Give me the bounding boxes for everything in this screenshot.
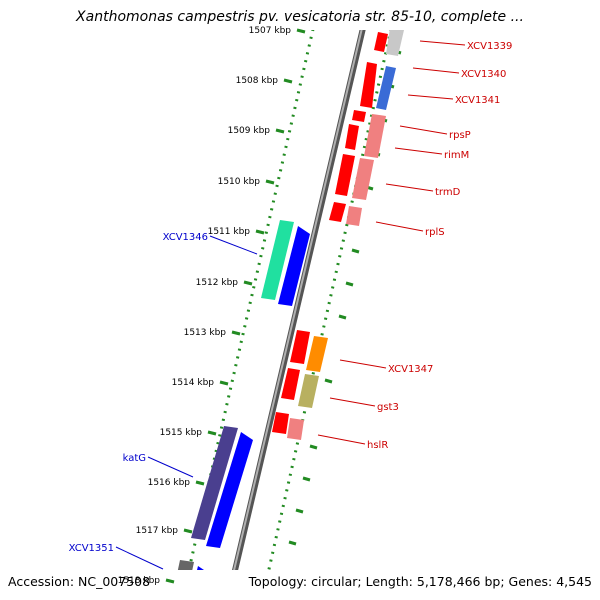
gene-xcv1351[interactable] (190, 566, 210, 600)
kbp-tick-mark (283, 78, 293, 84)
gene-rplS[interactable] (329, 202, 346, 222)
gene-callout-line (385, 183, 434, 192)
kbp-tick-mark (255, 229, 265, 235)
kbp-tick-label: 1517 kbp (136, 526, 179, 536)
gene-callout-line (407, 94, 454, 100)
gene-katG[interactable] (206, 432, 253, 548)
gene-gst3[interactable] (281, 368, 300, 400)
gene-label[interactable]: XCV1346 (163, 232, 208, 243)
gene-callout-line (147, 456, 194, 478)
gene-trmD[interactable] (352, 158, 374, 200)
gene-callout-line (317, 434, 366, 445)
gene-callout-line (329, 397, 376, 407)
gene-hslR-rna (287, 418, 304, 440)
kbp-tick-mark (243, 280, 253, 286)
gene-xcv1347-cds (306, 336, 328, 372)
kbp-tick-label: 1508 kbp (236, 76, 279, 86)
kbp-tick-label: 1510 kbp (218, 177, 261, 187)
outer-tick (338, 314, 347, 320)
gene-callout-line (375, 221, 424, 232)
tick-labels: 1507 kbp 1508 kbp 1509 kbp 1510 kbp 1511 kbp… (118, 26, 306, 586)
outer-tick (324, 378, 333, 384)
reverse-cds-track (177, 220, 310, 600)
gene-label[interactable]: XCV1340 (461, 69, 506, 80)
kbp-tick-label: 1513 kbp (184, 328, 227, 338)
accession-label: Accession: NC_007508 (8, 574, 151, 589)
outer-tick (345, 281, 354, 287)
kbp-tick-label: 1509 kbp (228, 126, 271, 136)
kbp-tick-mark (195, 480, 205, 486)
gene-xcv1341[interactable] (352, 110, 366, 122)
gene-callout-line (115, 546, 164, 570)
gene-callout-line (394, 147, 443, 155)
kbp-tick-label: 1516 kbp (148, 478, 191, 488)
gene-rplS-rna (346, 206, 362, 226)
map-title: Xanthomonas campestris pv. vesicatoria s… (76, 9, 524, 25)
kbp-tick-mark (165, 578, 175, 584)
kbp-tick-label: 1515 kbp (160, 428, 203, 438)
gene-label[interactable]: gst3 (377, 402, 399, 413)
kbp-tick-mark (219, 380, 229, 386)
gene-xcv1339-rna (386, 30, 404, 56)
gene-xcv1340[interactable] (360, 62, 377, 108)
gene-label[interactable]: XCV1341 (455, 95, 500, 106)
gene-callout-line (209, 235, 258, 255)
outer-ring (267, 30, 393, 570)
outer-tick (295, 508, 304, 514)
kbp-tick-mark (296, 28, 306, 34)
outer-tick (288, 540, 297, 546)
gene-callout-line (419, 40, 466, 46)
kbp-tick-mark (183, 528, 193, 534)
gene-xcv1346-rna (261, 220, 294, 300)
gene-label[interactable]: hslR (367, 440, 388, 451)
outer-tick (302, 476, 311, 482)
genome-backbone-highlight (233, 30, 363, 570)
kbp-tick-label: 1507 kbp (249, 26, 292, 36)
gene-label[interactable]: XCV1347 (388, 364, 433, 375)
gene-xcv1346[interactable] (278, 226, 310, 306)
kbp-tick-label: 1512 kbp (196, 278, 239, 288)
kbp-tick-label: 1514 kbp (172, 378, 215, 388)
forward-cds-track (272, 0, 412, 440)
gene-xcv1351-rna (177, 560, 194, 570)
gene-hslR[interactable] (272, 412, 289, 434)
kbp-tick-label: 1518 kbp (118, 576, 161, 586)
gene-label[interactable]: XCV1351 (69, 543, 114, 554)
gene-xcv1347[interactable] (290, 330, 310, 364)
gene-label[interactable]: XCV1339 (467, 41, 512, 52)
gene-xcv1339[interactable] (374, 32, 388, 52)
gene-rimM[interactable] (335, 154, 355, 196)
kbp-tick-mark (231, 330, 241, 336)
gene-label[interactable]: trmD (435, 187, 461, 198)
gene-callout-line (412, 67, 460, 74)
gene-katG-rna (191, 426, 238, 540)
kbp-tick-label: 1511 kbp (208, 227, 251, 237)
gene-label[interactable]: katG (123, 453, 146, 464)
gene-gst3-cds (298, 374, 319, 408)
gene-callout-line (339, 359, 387, 369)
gene-label[interactable]: rplS (425, 227, 445, 238)
kbp-tick-mark (275, 128, 285, 134)
gene-label[interactable]: rpsP (449, 130, 471, 141)
gene-label[interactable]: rimM (444, 150, 469, 161)
gene-callouts: XCV1339 XCV1340 XCV1341 rpsP rimM trmD rplS XCV… (69, 40, 512, 570)
outer-tick (351, 248, 360, 254)
kbp-tick-mark (207, 430, 217, 436)
gene-rpsP-rna (364, 114, 386, 158)
gene-rpsP[interactable] (345, 124, 359, 150)
gene-xcv1340-cds (376, 66, 396, 110)
outer-tick (309, 444, 318, 450)
gene-callout-line (399, 125, 448, 135)
gene-green-top (396, 0, 412, 8)
genome-summary: Topology: circular; Length: 5,178,466 bp… (248, 574, 592, 589)
kbp-tick-mark (265, 179, 275, 185)
